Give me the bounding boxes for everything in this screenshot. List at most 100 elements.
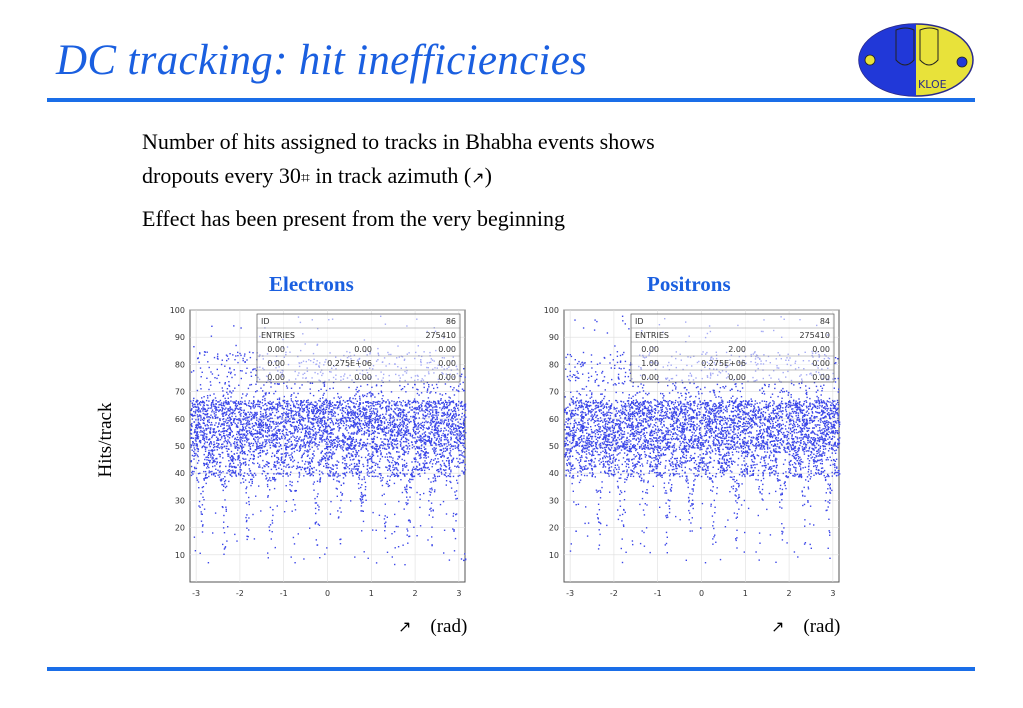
- data-point: [299, 408, 301, 410]
- data-point: [205, 473, 207, 475]
- data-point: [255, 369, 258, 372]
- data-point: [325, 408, 327, 410]
- data-point: [289, 431, 291, 433]
- data-point: [191, 408, 193, 410]
- data-point: [352, 436, 354, 439]
- data-point: [196, 423, 198, 426]
- data-point: [397, 415, 399, 418]
- data-point: [441, 419, 443, 421]
- data-point: [222, 403, 225, 405]
- data-point: [325, 463, 327, 465]
- data-point: [268, 429, 271, 432]
- data-point: [392, 459, 394, 462]
- data-point: [338, 430, 340, 432]
- data-point: [217, 439, 219, 441]
- data-point: [377, 475, 379, 478]
- data-point: [380, 422, 383, 424]
- data-point: [201, 371, 203, 373]
- data-point: [258, 464, 261, 466]
- data-point: [315, 413, 317, 415]
- data-point: [351, 471, 353, 473]
- data-point: [350, 425, 352, 427]
- data-point: [314, 522, 317, 524]
- data-point: [274, 383, 276, 385]
- data-point: [196, 399, 198, 402]
- data-point: [430, 401, 432, 403]
- data-point: [335, 487, 337, 490]
- electrons-title: Electrons: [269, 272, 354, 296]
- data-point: [268, 526, 270, 528]
- data-point: [223, 434, 225, 437]
- data-point: [196, 445, 198, 447]
- data-point: [350, 401, 353, 403]
- data-point: [199, 367, 202, 369]
- data-point: [355, 432, 357, 434]
- data-point: [455, 441, 457, 443]
- data-point: [352, 438, 355, 441]
- data-point: [356, 426, 359, 428]
- data-point: [462, 427, 465, 429]
- data-point: [305, 434, 308, 437]
- data-point: [323, 411, 325, 413]
- data-point: [253, 416, 256, 418]
- data-point: [342, 441, 344, 443]
- data-point: [300, 400, 302, 402]
- data-point: [218, 423, 220, 425]
- data-point: [229, 463, 231, 465]
- data-point: [434, 458, 436, 460]
- data-point: [244, 353, 246, 355]
- data-point: [225, 400, 227, 402]
- data-point: [328, 446, 330, 448]
- data-point: [443, 434, 446, 436]
- data-point: [300, 444, 302, 446]
- data-point: [256, 448, 258, 450]
- data-point: [418, 446, 420, 448]
- data-point: [298, 413, 300, 415]
- data-point: [214, 397, 217, 399]
- data-point: [303, 444, 305, 446]
- data-point: [431, 431, 433, 434]
- data-point: [197, 403, 199, 405]
- x-tick-label: 3: [456, 589, 461, 598]
- data-point: [276, 460, 279, 462]
- data-point: [246, 473, 249, 475]
- data-point: [196, 431, 199, 433]
- data-point: [403, 429, 405, 432]
- data-point: [388, 465, 390, 467]
- data-point: [273, 487, 276, 490]
- data-point: [339, 409, 342, 411]
- data-point: [314, 428, 316, 430]
- data-point: [220, 363, 223, 366]
- data-point: [254, 429, 257, 431]
- data-point: [327, 473, 329, 475]
- data-point: [399, 444, 402, 446]
- data-point: [308, 442, 310, 444]
- data-point: [265, 478, 267, 480]
- data-point: [268, 438, 270, 441]
- data-point: [368, 422, 370, 425]
- data-point: [354, 441, 356, 443]
- data-point: [324, 448, 326, 450]
- data-point: [318, 441, 321, 443]
- data-point: [428, 436, 430, 438]
- data-point: [361, 484, 363, 486]
- data-point: [425, 402, 428, 404]
- data-point: [401, 428, 403, 430]
- data-point: [329, 400, 331, 403]
- data-point: [392, 473, 394, 475]
- data-point: [397, 469, 399, 472]
- data-point: [210, 404, 212, 406]
- data-point: [202, 445, 205, 447]
- data-point: [293, 436, 296, 438]
- data-point: [297, 419, 300, 421]
- data-point: [337, 401, 339, 404]
- data-point: [231, 412, 233, 414]
- data-point: [296, 421, 298, 424]
- data-point: [281, 421, 283, 423]
- data-point: [262, 424, 265, 426]
- data-point: [251, 434, 253, 436]
- data-point: [464, 469, 467, 471]
- data-point: [208, 472, 210, 474]
- data-point: [319, 412, 322, 414]
- data-point: [191, 454, 194, 457]
